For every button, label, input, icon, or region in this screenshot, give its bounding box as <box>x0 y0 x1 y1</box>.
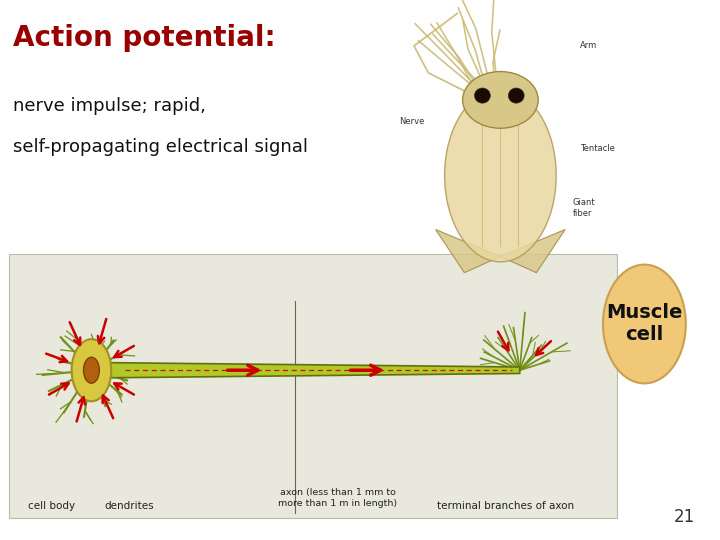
Text: dendrites: dendrites <box>104 501 153 511</box>
Text: Giant
fiber: Giant fiber <box>572 198 595 218</box>
Ellipse shape <box>444 89 556 262</box>
Text: axon (less than 1 mm to
more than 1 m in length): axon (less than 1 mm to more than 1 m in… <box>278 488 397 508</box>
Polygon shape <box>436 230 500 273</box>
Polygon shape <box>110 363 520 378</box>
Text: cell body: cell body <box>28 501 76 511</box>
Polygon shape <box>500 230 565 273</box>
Text: terminal branches of axon: terminal branches of axon <box>437 501 574 511</box>
Text: self-propagating electrical signal: self-propagating electrical signal <box>13 138 308 156</box>
Ellipse shape <box>508 88 524 103</box>
Ellipse shape <box>462 71 538 129</box>
Ellipse shape <box>474 88 490 103</box>
Text: Muscle
cell: Muscle cell <box>606 303 683 345</box>
Ellipse shape <box>72 339 112 401</box>
Text: Eye
Brain: Eye Brain <box>493 87 516 107</box>
Ellipse shape <box>603 265 685 383</box>
Text: nerve impulse; rapid,: nerve impulse; rapid, <box>13 97 206 115</box>
Text: Nerve: Nerve <box>400 117 425 126</box>
Bar <box>9 254 617 518</box>
Text: 21: 21 <box>673 509 695 526</box>
Text: Arm: Arm <box>580 42 597 50</box>
Text: Tentacle: Tentacle <box>580 144 614 153</box>
Ellipse shape <box>84 357 99 383</box>
Text: Action potential:: Action potential: <box>13 24 276 52</box>
